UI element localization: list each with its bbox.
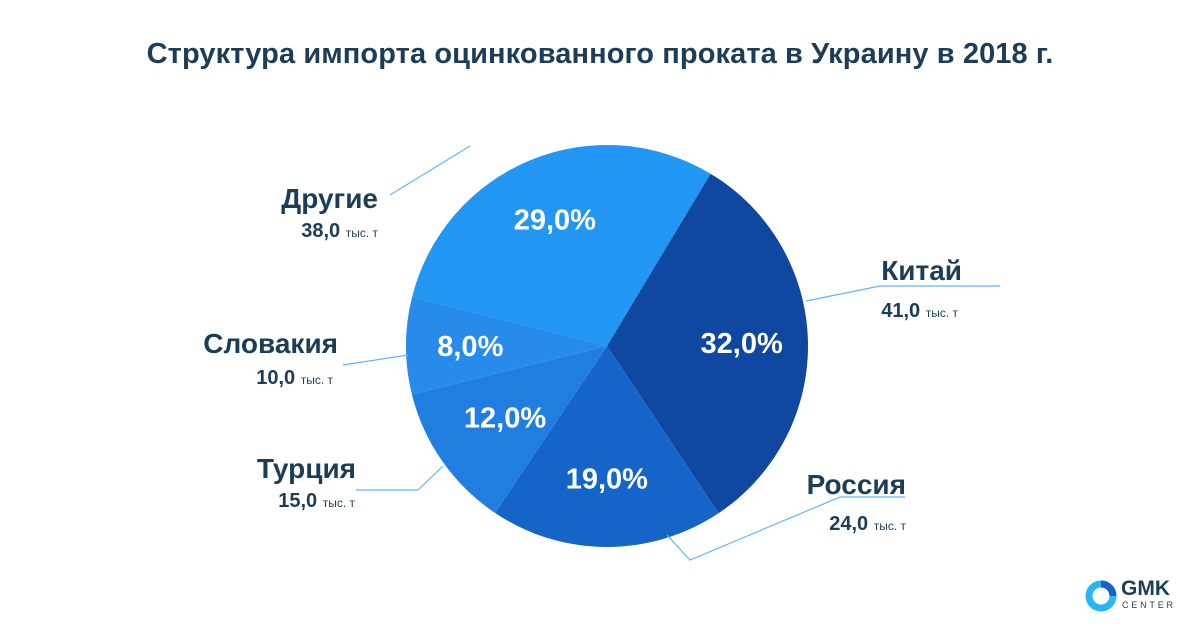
leader-line-china [805,285,1000,302]
category-label-slovakia: Словакия [203,328,338,359]
pie-slice-turkey [411,346,607,514]
value-label-turkey: 15,0 тыс. т [278,490,355,512]
leader-lines [342,145,1000,561]
gmk-center-logo: GMK CENTER [1085,578,1195,618]
percent-label-slovakia: 8,0% [437,331,503,363]
leader-line-turkey [356,465,444,491]
value-label-russia: 24,0 тыс. т [829,513,906,535]
percent-label-turkey: 12,0% [464,403,546,435]
leader-line-slovakia [342,354,409,366]
logo-name: GMK [1121,577,1170,600]
percent-labels: 32,0% 19,0% 12,0% 8,0% 29,0% [437,205,783,496]
value-label-slovakia: 10,0 тыс. т [256,367,333,389]
category-labels: Китай 41,0 тыс. т Россия 24,0 тыс. т Турция 1… [203,183,962,535]
leader-line-others [389,145,471,196]
pie-slice-russia [495,346,719,547]
pie-slices [405,145,809,547]
pie-slice-others [412,145,711,346]
gmk-logo-icon [1085,580,1117,612]
category-label-russia: Россия [807,469,906,500]
category-label-turkey: Турция [257,453,356,484]
logo-subtitle: CENTER [1122,600,1176,610]
leader-line-russia [666,496,905,561]
chart-title: Структура импорта оцинкованного проката … [146,38,1054,70]
percent-label-others: 29,0% [514,205,596,237]
percent-label-russia: 19,0% [566,464,648,496]
category-label-others: Другие [281,183,378,214]
value-label-china: 41,0 тыс. т [881,300,958,322]
pie-slice-slovakia [405,296,607,395]
pie-slice-china [607,173,809,514]
value-label-others: 38,0 тыс. т [301,220,378,242]
category-label-china: Китай [881,255,962,286]
percent-label-china: 32,0% [701,328,783,360]
